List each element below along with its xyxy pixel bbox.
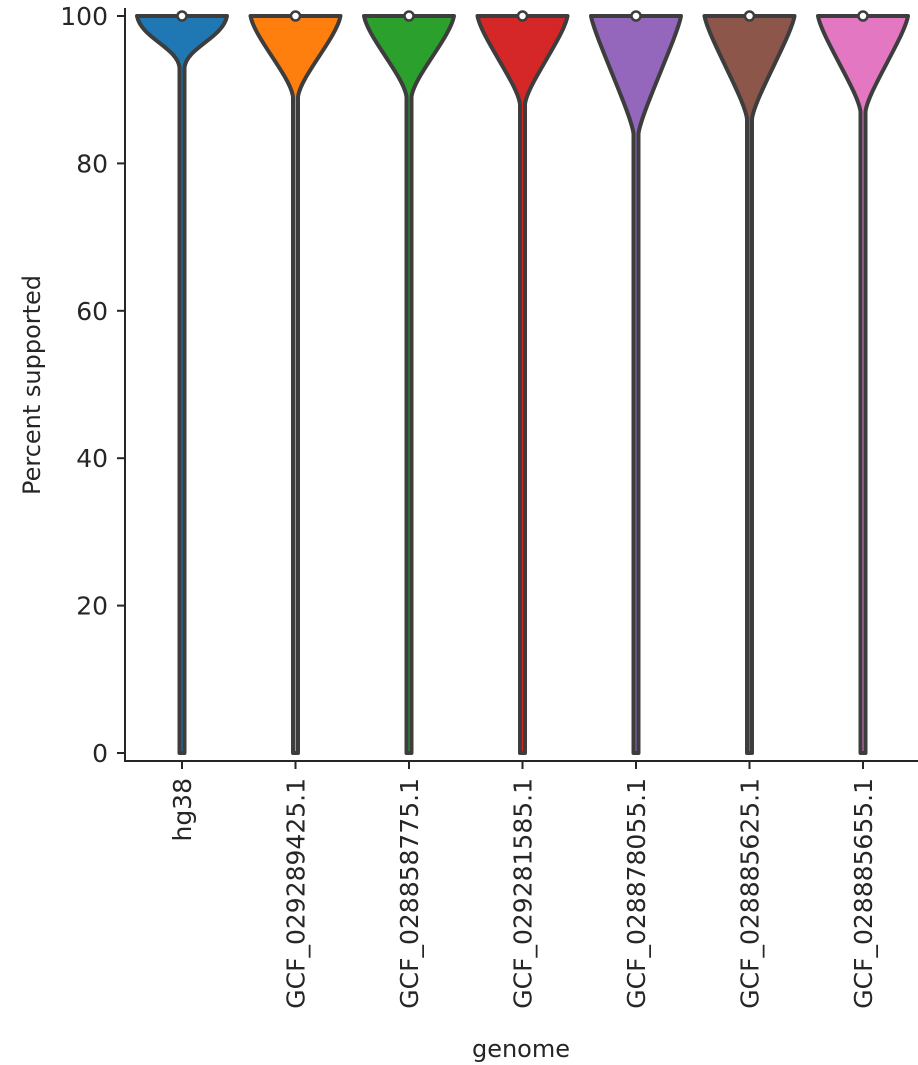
y-tick-label: 80: [76, 149, 108, 178]
violin-0: [135, 14, 229, 755]
violin-6: [816, 14, 910, 755]
y-tick-label: 0: [92, 739, 108, 768]
y-tick-label: 60: [76, 297, 108, 326]
median-marker: [289, 10, 302, 22]
y-tick-label: 100: [60, 2, 108, 31]
x-tick-label: GCF_028885655.1: [849, 778, 878, 1009]
violin-1: [248, 14, 343, 755]
violin-4: [589, 14, 683, 755]
y-tick-label: 20: [76, 592, 108, 621]
median-marker: [743, 10, 756, 22]
x-tick-label: GCF_029289425.1: [282, 778, 311, 1009]
median-marker: [176, 10, 188, 22]
median-marker: [630, 10, 642, 22]
x-tick-label: GCF_029281585.1: [509, 778, 538, 1009]
y-ticks-group: 0 20 40 60 80 100: [60, 2, 125, 768]
y-axis-title: Percent supported: [18, 275, 46, 495]
violin-3: [475, 14, 570, 755]
median-marker: [403, 10, 415, 22]
x-tick-label: hg38: [168, 778, 197, 842]
violin-5: [702, 14, 797, 755]
median-marker: [857, 10, 869, 22]
x-ticks-group: hg38 GCF_029289425.1 GCF_028858775.1 GCF_02…: [168, 761, 878, 1009]
x-tick-label: GCF_028878055.1: [622, 778, 651, 1009]
x-axis-title: genome: [472, 1035, 570, 1063]
violin-2: [362, 14, 456, 755]
x-tick-label: GCF_028885625.1: [736, 778, 765, 1009]
y-tick-label: 40: [76, 444, 108, 473]
median-marker: [516, 10, 529, 22]
violins-group: [135, 10, 910, 755]
x-tick-label: GCF_028858775.1: [395, 778, 424, 1009]
